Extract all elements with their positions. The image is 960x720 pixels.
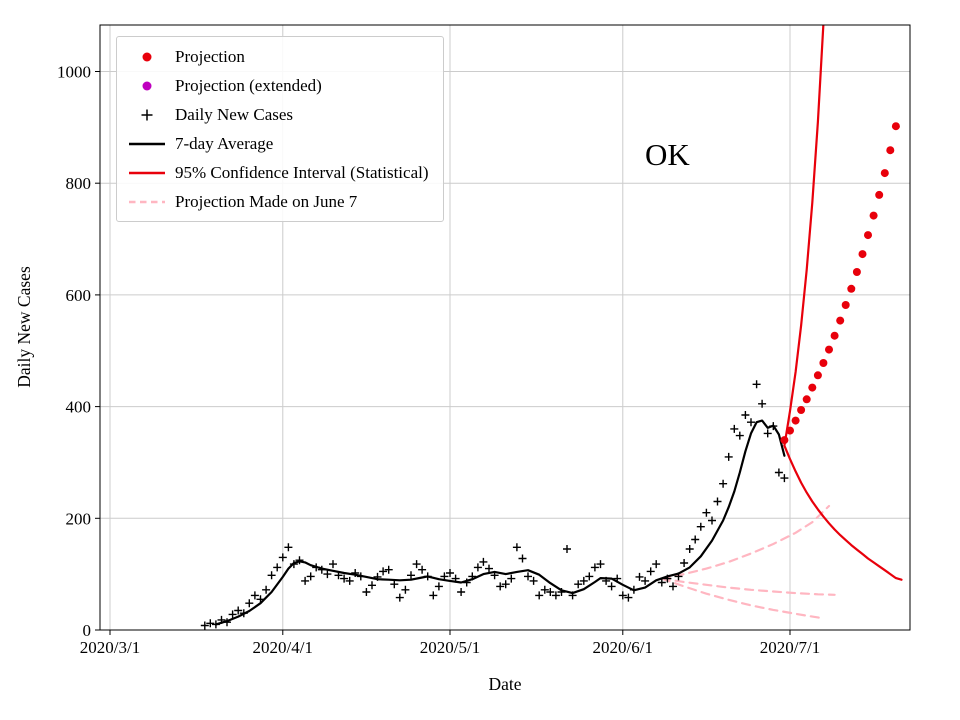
series-projection [780, 122, 900, 445]
legend-label: Projection (extended) [175, 75, 322, 95]
axes: 2020/3/1 2020/4/1 2020/5/1 2020/6/1 2020/7/1… [57, 24, 911, 657]
plus-marker-icon [127, 107, 167, 123]
legend-item-7-day-average: 7-day Average [127, 132, 429, 155]
legend-label: 95% Confidence Interval (Statistical) [175, 162, 429, 182]
legend-label: Projection [175, 46, 245, 66]
x-tick-label: 2020/4/1 [253, 638, 313, 657]
legend-label: 7-day Average [175, 133, 274, 153]
projection-extended-dot-marker-icon [127, 78, 167, 94]
x-tick-label: 2020/5/1 [420, 638, 480, 657]
y-tick-label: 600 [66, 286, 92, 305]
legend-item-projection-june7: Projection Made on June 7 [127, 190, 429, 213]
y-tick-label: 0 [83, 621, 92, 640]
series-seven-day-average [214, 419, 786, 626]
red-line-marker-icon [127, 165, 167, 181]
y-tick-label: 1000 [57, 63, 91, 82]
series-june7-projection-lower [660, 577, 825, 620]
y-tick-label: 200 [66, 509, 92, 528]
y-axis-label: Daily New Cases [14, 266, 34, 388]
legend-item-projection: Projection [127, 45, 429, 68]
legend-label: Projection Made on June 7 [175, 191, 358, 211]
legend-label: Daily New Cases [175, 104, 294, 124]
series-daily-new-cases [200, 380, 789, 630]
data-series [200, 25, 903, 630]
state-annotation: OK [645, 137, 690, 172]
pink-dashed-line-marker-icon [127, 194, 167, 210]
x-tick-label: 2020/6/1 [593, 638, 653, 657]
y-tick-label: 800 [66, 174, 92, 193]
series-june7-projection-upper [660, 504, 831, 580]
projection-dot-marker-icon [127, 49, 167, 65]
legend-item-projection-extended: Projection (extended) [127, 74, 429, 97]
series-june7-projection-central [660, 577, 836, 596]
series-ci-lower [783, 444, 903, 581]
x-tick-label: 2020/7/1 [760, 638, 820, 657]
legend: Projection Projection (extended) Daily N… [116, 36, 444, 222]
black-line-marker-icon [127, 136, 167, 152]
series-ci-upper [783, 25, 825, 447]
x-axis-label: Date [488, 674, 521, 694]
x-tick-label: 2020/3/1 [80, 638, 140, 657]
legend-item-daily-new-cases: Daily New Cases [127, 103, 429, 126]
legend-item-confidence-interval: 95% Confidence Interval (Statistical) [127, 161, 429, 184]
y-tick-label: 400 [66, 398, 92, 417]
